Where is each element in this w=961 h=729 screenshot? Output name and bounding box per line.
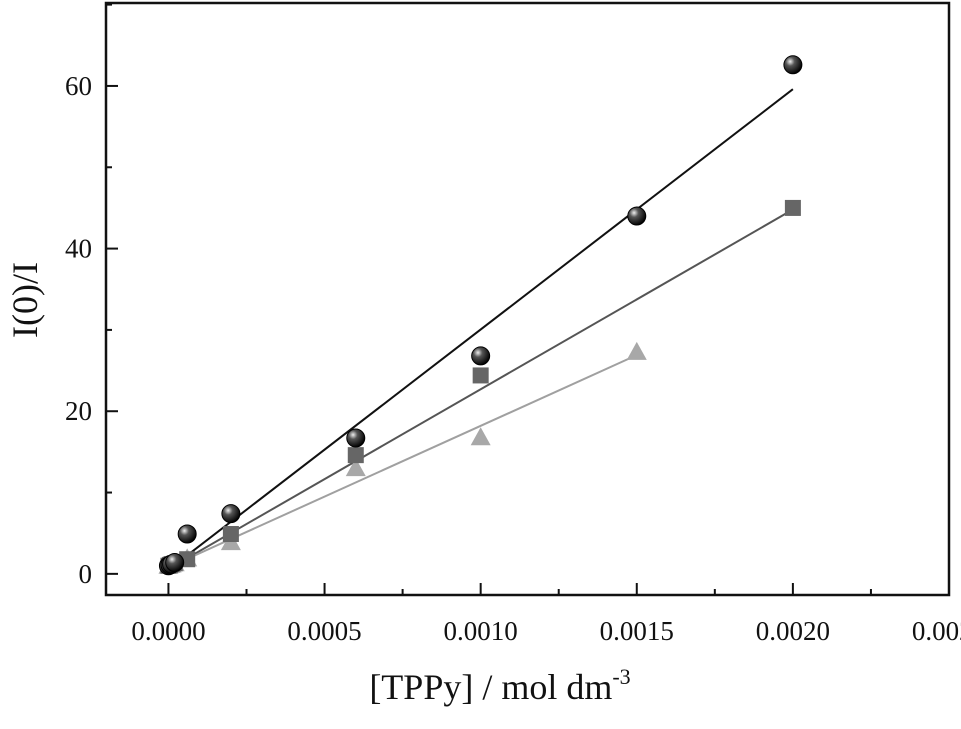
- square-point: [472, 367, 489, 384]
- data-points: [158, 55, 803, 576]
- circle-point: [627, 206, 647, 226]
- fit-line: [167, 88, 794, 571]
- y-tick-label: 0: [79, 559, 93, 589]
- square-point: [222, 526, 239, 543]
- triangle-point: [345, 458, 366, 477]
- x-tick-label: 0.0010: [444, 616, 518, 646]
- x-tick-label: 0.0015: [600, 616, 674, 646]
- fit-line: [167, 208, 794, 570]
- y-axis-ticks: 0 20 40 60: [65, 3, 118, 589]
- fit-line: [168, 354, 638, 569]
- x-axis-title: [TPPy] / mol dm-3: [369, 664, 630, 707]
- square-point: [347, 447, 364, 464]
- y-tick-label: 20: [65, 396, 92, 426]
- circle-point: [221, 504, 241, 524]
- x-axis-ticks: 0.0000 0.0005 0.0010 0.0015 0.0020 0.0025: [131, 583, 961, 646]
- x-tick-label: 0.0025: [912, 616, 961, 646]
- triangle-point: [470, 427, 491, 446]
- circle-point: [177, 524, 197, 544]
- fit-lines: [167, 88, 794, 571]
- square-point: [784, 199, 801, 216]
- triangle-point: [626, 341, 647, 360]
- y-tick-label: 40: [65, 234, 92, 264]
- circle-point: [471, 346, 491, 366]
- circle-point: [165, 552, 185, 572]
- y-tick-label: 60: [65, 71, 92, 101]
- circle-point: [346, 428, 366, 448]
- x-tick-label: 0.0000: [131, 616, 205, 646]
- x-tick-label: 0.0005: [287, 616, 361, 646]
- y-axis-title: I(0)/I: [5, 262, 45, 338]
- circle-point: [783, 55, 803, 75]
- plot-frame: [104, 1, 951, 597]
- x-tick-label: 0.0020: [756, 616, 830, 646]
